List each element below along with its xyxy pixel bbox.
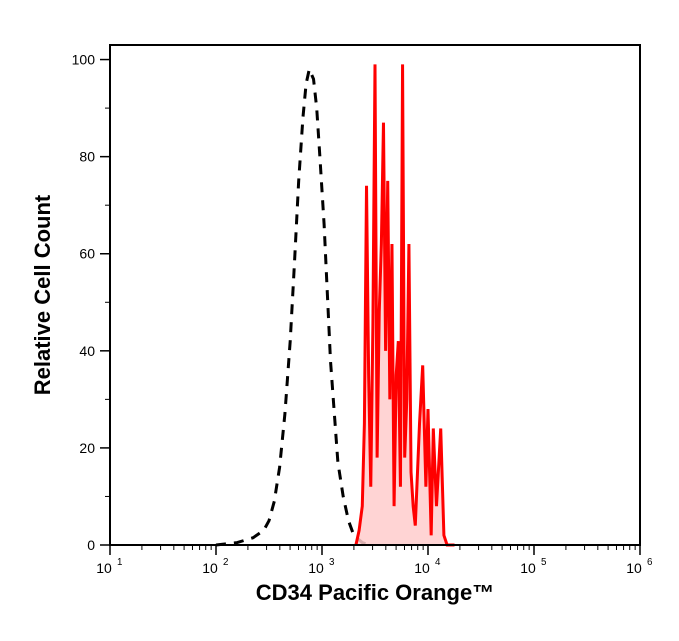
y-tick-label: 60 [79, 246, 95, 262]
svg-text:10: 10 [414, 560, 430, 576]
svg-text:6: 6 [647, 557, 653, 568]
chart-container: 101102103104105106020406080100CD34 Pacif… [0, 0, 679, 641]
svg-text:3: 3 [329, 557, 335, 568]
svg-text:10: 10 [308, 560, 324, 576]
y-axis-label: Relative Cell Count [30, 194, 55, 395]
svg-text:5: 5 [541, 557, 547, 568]
svg-text:10: 10 [626, 560, 642, 576]
svg-text:10: 10 [96, 560, 112, 576]
x-axis-label: CD34 Pacific Orange™ [256, 580, 494, 605]
svg-text:1: 1 [117, 557, 122, 568]
y-tick-label: 40 [79, 343, 95, 359]
y-tick-label: 20 [79, 440, 95, 456]
y-tick-label: 0 [87, 537, 95, 553]
y-tick-label: 100 [72, 52, 96, 68]
svg-text:10: 10 [202, 560, 218, 576]
svg-text:2: 2 [223, 557, 228, 568]
y-tick-label: 80 [79, 149, 95, 165]
svg-text:4: 4 [435, 557, 441, 568]
svg-text:10: 10 [520, 560, 536, 576]
flow-cytometry-histogram: 101102103104105106020406080100CD34 Pacif… [0, 0, 679, 641]
